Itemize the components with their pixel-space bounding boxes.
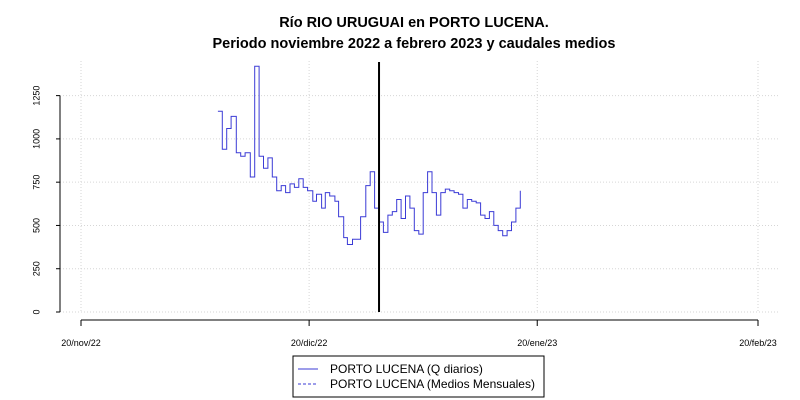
legend-label-monthly: PORTO LUCENA (Medios Mensuales) xyxy=(330,377,535,391)
x-tick-label: 20/nov/22 xyxy=(61,338,101,348)
y-tick-label: 500 xyxy=(31,218,41,233)
axis-layer: 20/nov/22 20/dic/22 20/ene/23 20/feb/23 0 250… xyxy=(31,86,776,348)
grid-layer xyxy=(60,61,780,313)
chart-subtitle: Periodo noviembre 2022 a febrero 2023 y … xyxy=(213,36,616,52)
y-tick-label: 750 xyxy=(31,175,41,190)
series-layer xyxy=(217,65,521,245)
y-tick-label: 1000 xyxy=(31,129,41,149)
x-tick-label: 20/ene/23 xyxy=(517,338,557,348)
legend-box xyxy=(292,355,545,398)
x-tick-label: 20/dic/22 xyxy=(291,338,328,348)
series-line-daily xyxy=(217,65,521,245)
y-tick-label: 0 xyxy=(31,309,41,314)
y-tick-label: 1250 xyxy=(31,86,41,106)
chart-title: Río RIO URUGUAI en PORTO LUCENA. xyxy=(279,15,549,31)
legend: PORTO LUCENA (Q diarios) PORTO LUCENA (M… xyxy=(292,355,545,398)
legend-label-daily: PORTO LUCENA (Q diarios) xyxy=(330,362,483,376)
x-tick-label: 20/feb/23 xyxy=(739,338,777,348)
y-tick-label: 250 xyxy=(31,261,41,276)
